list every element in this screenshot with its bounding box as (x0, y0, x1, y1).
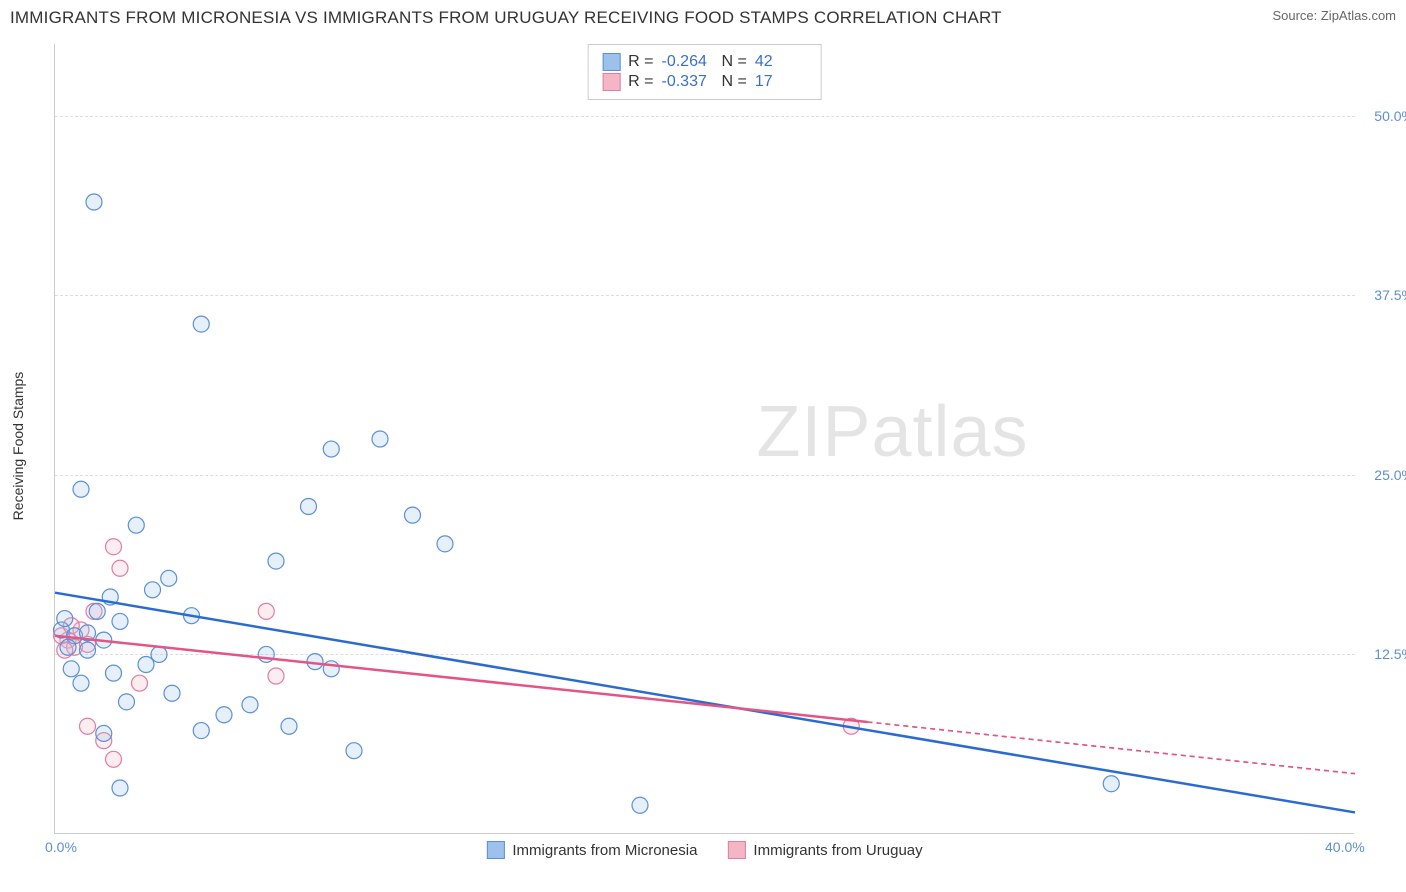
stat-n-label: N = (722, 73, 747, 91)
data-point (437, 536, 453, 552)
data-point (346, 743, 362, 759)
data-point (268, 668, 284, 684)
data-point (96, 725, 112, 741)
data-point (258, 603, 274, 619)
y-axis-label: Receiving Food Stamps (10, 372, 26, 521)
legend-label: Immigrants from Micronesia (512, 842, 697, 859)
data-point (242, 697, 258, 713)
y-tick-label: 50.0% (1359, 108, 1406, 124)
data-point (73, 481, 89, 497)
plot-area: 12.5%25.0%37.5%50.0% 0.0%40.0% ZIPatlas … (54, 44, 1354, 834)
data-point (128, 517, 144, 533)
data-point (57, 611, 73, 627)
data-point (151, 646, 167, 662)
scatter-plot (55, 44, 1355, 834)
legend-label: Immigrants from Uruguay (753, 842, 922, 859)
data-point (405, 507, 421, 523)
data-point (138, 657, 154, 673)
data-point (1103, 776, 1119, 792)
data-point (193, 723, 209, 739)
swatch-micronesia (486, 841, 504, 859)
data-point (323, 441, 339, 457)
data-point (112, 613, 128, 629)
stats-row-uruguay: R = -0.337 N = 17 (602, 73, 807, 91)
data-point (323, 661, 339, 677)
swatch-micronesia (602, 53, 620, 71)
stat-n-value: 17 (755, 73, 807, 91)
data-point (73, 675, 89, 691)
stat-r-value: -0.264 (662, 53, 714, 71)
x-tick-label: 0.0% (45, 839, 77, 855)
data-point (89, 603, 105, 619)
stat-r-label: R = (628, 53, 653, 71)
stat-n-label: N = (722, 53, 747, 71)
data-point (258, 646, 274, 662)
swatch-uruguay (602, 73, 620, 91)
legend-item-micronesia: Immigrants from Micronesia (486, 841, 697, 859)
data-point (106, 751, 122, 767)
stat-n-value: 42 (755, 53, 807, 71)
data-point (301, 499, 317, 515)
trend-line (868, 722, 1356, 774)
y-tick-label: 25.0% (1359, 467, 1406, 483)
data-point (145, 582, 161, 598)
chart-title: IMMIGRANTS FROM MICRONESIA VS IMMIGRANTS… (10, 8, 1002, 28)
stat-r-value: -0.337 (662, 73, 714, 91)
y-tick-label: 37.5% (1359, 287, 1406, 303)
data-point (119, 694, 135, 710)
source-label: Source: ZipAtlas.com (1272, 8, 1396, 23)
x-tick-label: 40.0% (1325, 839, 1365, 855)
y-tick-label: 12.5% (1359, 646, 1406, 662)
data-point (161, 570, 177, 586)
stats-legend: R = -0.264 N = 42 R = -0.337 N = 17 (587, 44, 822, 100)
footer-legend: Immigrants from Micronesia Immigrants fr… (486, 841, 922, 859)
data-point (86, 194, 102, 210)
data-point (112, 780, 128, 796)
data-point (60, 639, 76, 655)
data-point (632, 797, 648, 813)
data-point (268, 553, 284, 569)
data-point (164, 685, 180, 701)
data-point (80, 642, 96, 658)
stat-r-label: R = (628, 73, 653, 91)
trend-line (55, 636, 868, 722)
data-point (63, 661, 79, 677)
stats-row-micronesia: R = -0.264 N = 42 (602, 53, 807, 71)
data-point (193, 316, 209, 332)
data-point (216, 707, 232, 723)
data-point (372, 431, 388, 447)
data-point (106, 665, 122, 681)
data-point (106, 539, 122, 555)
data-point (112, 560, 128, 576)
data-point (80, 718, 96, 734)
data-point (132, 675, 148, 691)
data-point (281, 718, 297, 734)
swatch-uruguay (727, 841, 745, 859)
legend-item-uruguay: Immigrants from Uruguay (727, 841, 922, 859)
